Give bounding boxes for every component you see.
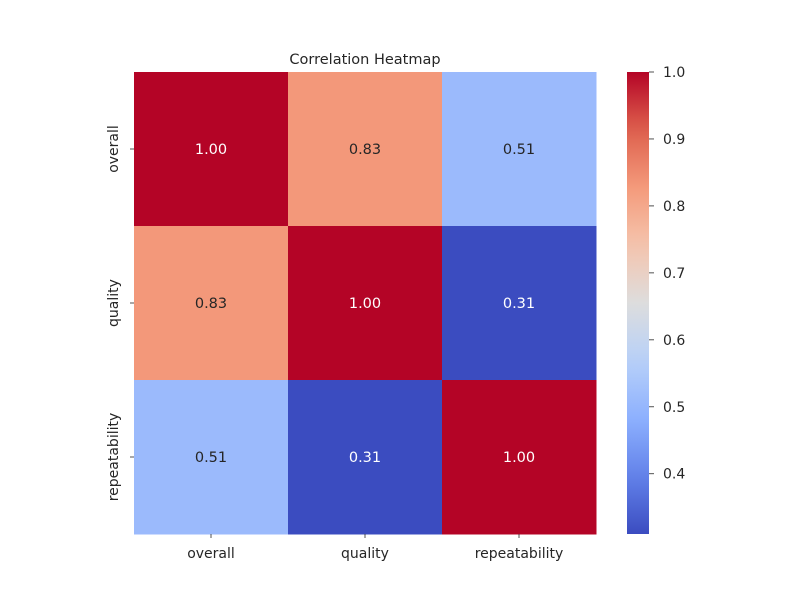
heatmap-cells (134, 72, 597, 535)
cell-annotation: 0.83 (349, 142, 381, 158)
cell-annotation: 1.00 (195, 142, 227, 158)
y-axis-ticks: overall quality repeatability (106, 125, 134, 501)
heatmap-cell (442, 226, 597, 381)
heatmap-cell (288, 380, 443, 535)
cell-annotation: 0.31 (503, 296, 535, 312)
y-tick-label: repeatability (106, 413, 122, 502)
colorbar-tick-label: 0.8 (663, 199, 685, 215)
cell-annotation: 0.31 (349, 450, 381, 466)
x-tick-label: repeatability (475, 546, 564, 562)
colorbar-gradient (627, 72, 649, 534)
heatmap-cell (442, 72, 597, 227)
heatmap-cell (134, 72, 289, 227)
x-tick-label: quality (341, 546, 389, 562)
colorbar-tick-label: 0.9 (663, 132, 685, 148)
cell-annotation: 1.00 (503, 450, 535, 466)
heatmap-cell (288, 226, 443, 381)
colorbar-tick-label: 0.7 (663, 266, 685, 282)
y-tick-label: quality (106, 279, 122, 327)
chart-title: Correlation Heatmap (289, 52, 440, 68)
heatmap-cell (134, 380, 289, 535)
heatmap-cell (442, 380, 597, 535)
cell-annotation: 0.51 (195, 450, 227, 466)
heatmap-cell (134, 226, 289, 381)
colorbar-tick-label: 1.0 (663, 65, 685, 81)
cell-annotation: 0.83 (195, 296, 227, 312)
x-tick-label: overall (187, 546, 235, 562)
colorbar: 0.4 0.5 0.6 0.7 0.8 0.9 1.0 (627, 65, 685, 534)
y-tick-label: overall (106, 125, 122, 173)
heatmap-cell (288, 72, 443, 227)
cell-annotation: 1.00 (349, 296, 381, 312)
colorbar-tick-label: 0.4 (663, 467, 685, 483)
colorbar-tick-label: 0.5 (663, 400, 685, 416)
x-axis-ticks: overall quality repeatability (187, 534, 563, 562)
cell-annotation: 0.51 (503, 142, 535, 158)
colorbar-tick-label: 0.6 (663, 333, 685, 349)
heatmap-annotations: 1.00 0.83 0.51 0.83 1.00 0.31 0.51 0.31 1.00 (195, 142, 535, 466)
